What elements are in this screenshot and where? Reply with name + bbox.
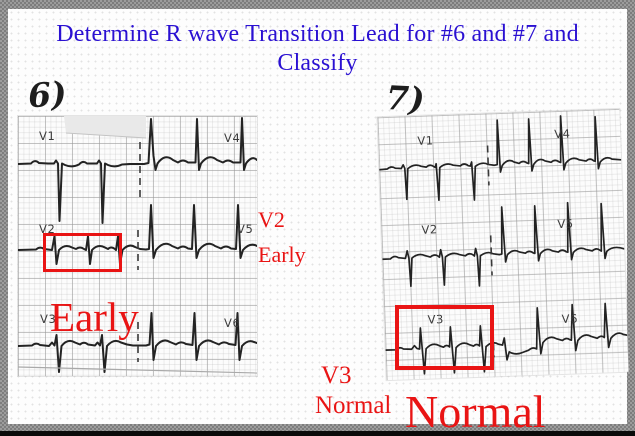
paper-torn-edge xyxy=(64,116,146,138)
slide-title: Determine R wave Transition Lead for #6 … xyxy=(8,20,627,78)
lead-label-6-v6: V6 xyxy=(224,316,241,330)
paper-bottom-edge-line xyxy=(18,366,257,374)
lead-separator-7-row2 xyxy=(489,235,493,276)
paper-edge-line xyxy=(65,132,147,139)
ecg-trace-7-row1 xyxy=(378,115,622,202)
lead-label-6-v2: V2 xyxy=(39,222,56,236)
ecg-traces-panel6 xyxy=(18,116,257,374)
highlight-rect-panel7-v3 xyxy=(395,305,494,370)
panel7-annotation-lead: V3 xyxy=(321,362,352,389)
lead-separator-7-row1 xyxy=(486,145,490,186)
ecg-trace-6-row1 xyxy=(18,117,257,224)
title-line-2: Classify xyxy=(277,50,358,76)
ecg-panel-7: V1 V4 V2 V5 V3 V6 xyxy=(377,108,629,381)
lead-label-6-v3: V3 xyxy=(40,312,57,326)
lead-label-7-v4: V4 xyxy=(553,126,571,142)
panel6-annotation: V2 Early xyxy=(258,202,306,272)
lead-label-7-v1: V1 xyxy=(417,133,434,148)
ecg-trace-7-row3 xyxy=(384,302,629,375)
title-line-1: Determine R wave Transition Lead for #6 … xyxy=(56,21,579,47)
ecg-trace-7-row2 xyxy=(381,201,626,288)
panel7-annotation-class: Normal xyxy=(315,392,392,419)
lead-label-7-v5: V5 xyxy=(557,216,574,232)
panel7-annotation: V3 Normal xyxy=(315,361,391,421)
lead-label-7-v6: V6 xyxy=(561,311,579,326)
lead-label-6-v1: V1 xyxy=(39,129,56,143)
ecg-traces-panel7 xyxy=(378,115,629,375)
lead-label-6-v4: V4 xyxy=(224,131,241,145)
panel6-annotation-class: Early xyxy=(258,242,306,267)
lead-label-6-v5: V5 xyxy=(237,222,254,236)
bottom-black-bar xyxy=(0,431,635,436)
highlight-rect-panel6-v2 xyxy=(43,233,122,272)
panel7-big-annotation: Normal xyxy=(405,386,546,436)
ecg-panel-6: V1 V4 V2 V5 V3 V6 xyxy=(18,116,257,376)
panel6-number-label: 6) xyxy=(26,73,68,116)
ecg-trace-6-row3 xyxy=(18,312,257,373)
lead-label-7-v2: V2 xyxy=(421,222,439,237)
panel6-annotation-lead: V2 xyxy=(258,207,285,232)
panel7-number-label: 7) xyxy=(385,78,426,119)
panel6-big-annotation: Early xyxy=(50,294,139,340)
slide-content: Determine R wave Transition Lead for #6 … xyxy=(8,9,629,436)
ecg-trace-6-row2 xyxy=(18,204,257,265)
